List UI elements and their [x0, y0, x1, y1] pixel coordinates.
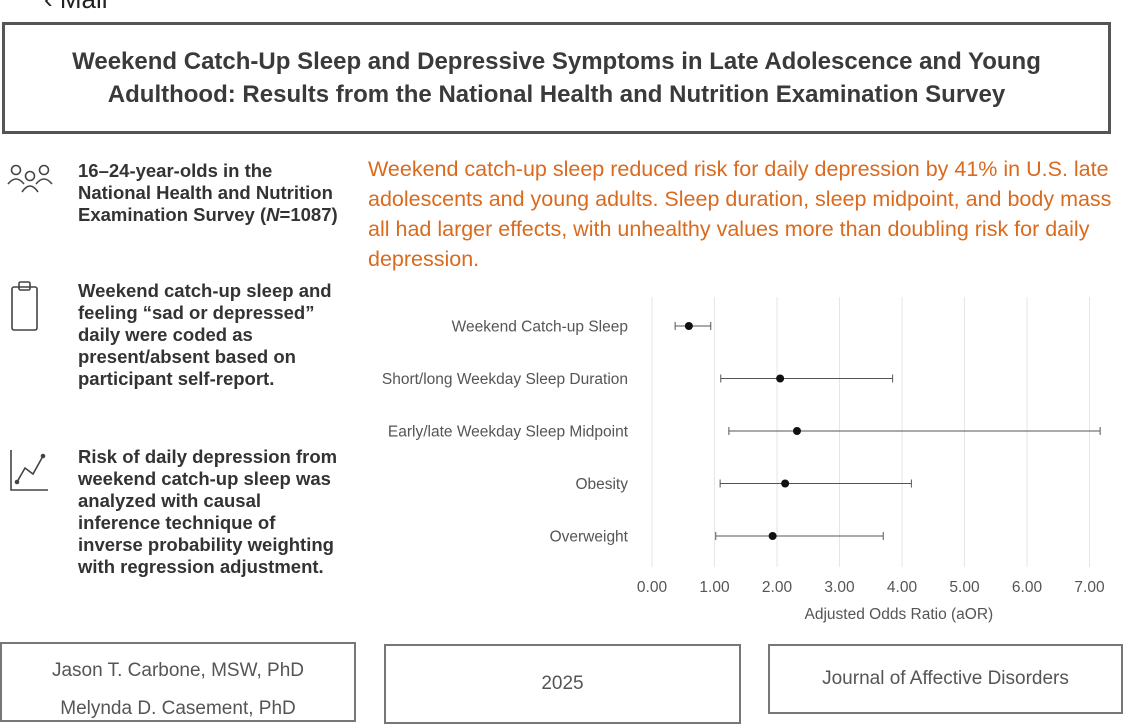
people-icon	[6, 162, 54, 201]
x-tick-label: 4.00	[887, 579, 918, 596]
forest-plot: 0.00 1.00 2.00 3.00 4.00 5.00 6.00 7.00 Adjusted…	[382, 297, 1105, 623]
point-estimate	[776, 374, 785, 383]
page-title: Weekend Catch-Up Sleep and Depressive Sy…	[2, 22, 1111, 134]
sidebar-item-analysis: Risk of daily depression from weekend ca…	[78, 446, 338, 577]
category-label: Short/long Weekday Sleep Duration	[382, 371, 628, 388]
author-name: Jason T. Carbone, MSW, PhD	[51, 660, 305, 681]
year-box: 2025	[384, 644, 741, 724]
year-label: 2025	[541, 673, 584, 694]
point-estimate	[781, 479, 790, 488]
x-tick-label: 7.00	[1074, 579, 1105, 596]
x-tick-label: 5.00	[949, 579, 980, 596]
x-tick-label: 1.00	[699, 579, 730, 596]
clipboard-icon	[10, 280, 40, 337]
category-label: Overweight	[550, 529, 629, 546]
key-finding: Weekend catch-up sleep reduced risk for …	[368, 157, 1112, 271]
authors-box: Jason T. Carbone, MSW, PhD Melynda D. Ca…	[0, 642, 356, 722]
x-tick-label: 3.00	[824, 579, 855, 596]
sidebar-item-population: 16–24-year-olds in the National Health a…	[78, 160, 338, 225]
author-name: Melynda D. Casement, PhD	[60, 698, 296, 719]
point-estimate	[684, 322, 693, 330]
x-axis-label: Adjusted Odds Ratio (aOR)	[805, 606, 994, 623]
back-to-mail-link[interactable]: ‹ Mail	[44, 0, 108, 15]
journal-label: Journal of Affective Disorders	[822, 668, 1069, 689]
category-label: Early/late Weekday Sleep Midpoint	[388, 424, 629, 441]
x-tick-label: 0.00	[637, 579, 668, 596]
sidebar-item-measures: Weekend catch-up sleep and feeling “sad …	[78, 280, 332, 389]
journal-box: Journal of Affective Disorders	[768, 644, 1123, 714]
category-label: Weekend Catch-up Sleep	[452, 319, 628, 336]
x-tick-label: 2.00	[762, 579, 793, 596]
point-estimate	[793, 427, 801, 435]
category-label: Obesity	[575, 476, 628, 493]
x-tick-label: 6.00	[1012, 579, 1043, 596]
line-chart-icon	[8, 448, 50, 499]
point-estimate	[768, 532, 777, 540]
